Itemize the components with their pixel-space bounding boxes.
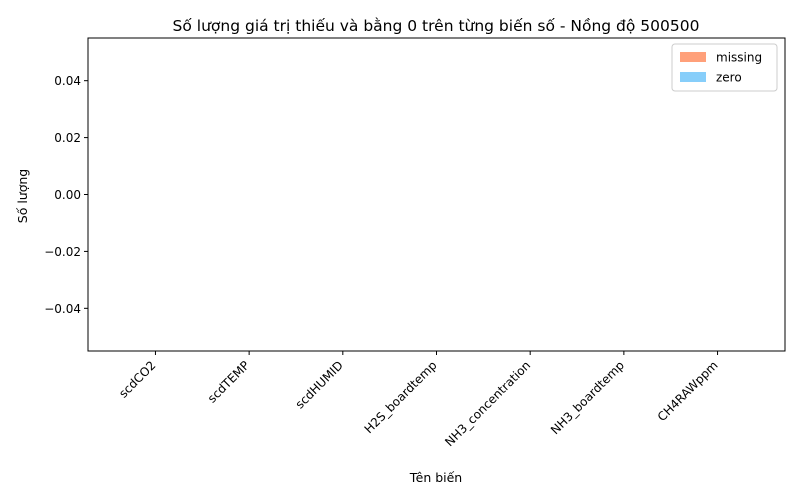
legend-swatch-zero — [680, 72, 706, 82]
y-axis-label: Số lượng — [15, 169, 30, 223]
x-tick-label: scdHUMID — [293, 358, 346, 411]
legend-swatch-missing — [680, 52, 706, 62]
x-tick-label: scdTEMP — [205, 358, 252, 405]
x-tick-label: CH4RAWppm — [655, 358, 721, 424]
legend-label-zero: zero — [716, 71, 742, 85]
x-tick-label: scdCO2 — [116, 358, 158, 400]
y-tick-label: 0.04 — [54, 74, 81, 88]
y-tick-label: −0.02 — [44, 245, 81, 259]
y-tick-label: 0.00 — [54, 188, 81, 202]
x-tick-label: NH3_concentration — [442, 358, 533, 449]
x-tick-label: H2S_boardtemp — [362, 358, 440, 436]
legend-label-missing: missing — [716, 51, 762, 65]
x-axis-label: Tên biến — [409, 470, 462, 485]
chart-title: Số lượng giá trị thiếu và bằng 0 trên từ… — [173, 17, 700, 35]
legend: missing zero — [671, 43, 778, 92]
x-tick-label: NH3_boardtemp — [548, 358, 627, 437]
y-tick-label: −0.04 — [44, 302, 81, 316]
ticks-layer: −0.04 −0.02 0.00 0.02 0.04 scdCO2 scdTEMP scdHU… — [44, 74, 720, 449]
plot-area-frame — [87, 37, 786, 352]
y-tick-label: 0.02 — [54, 131, 81, 145]
